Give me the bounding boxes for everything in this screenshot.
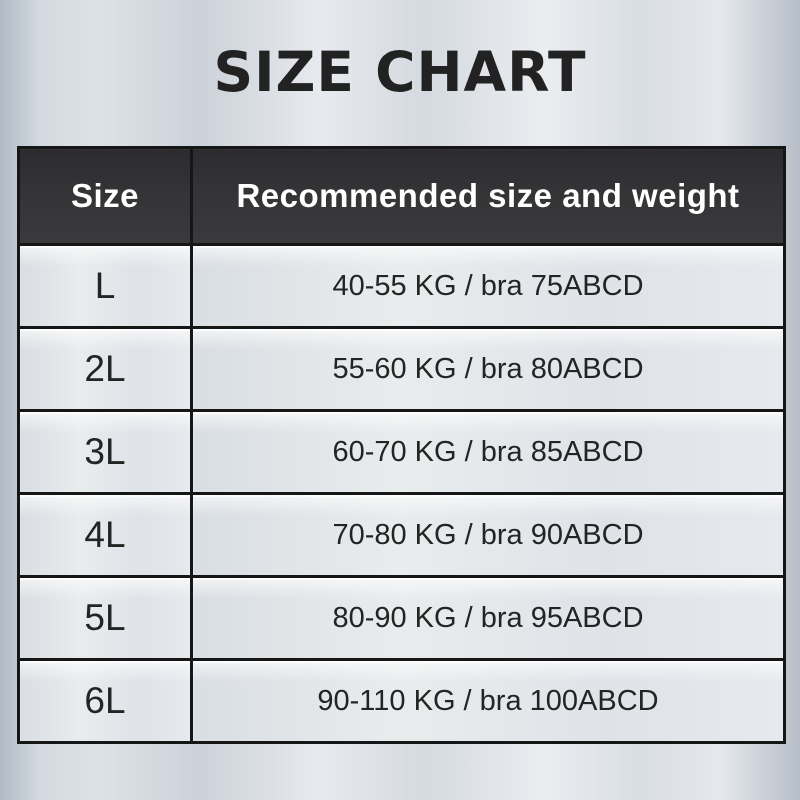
size-cell: 5L — [17, 575, 193, 661]
size-cell: L — [17, 243, 193, 329]
size-cell: 4L — [17, 492, 193, 578]
weight-cell: 60-70 KG / bra 85ABCD — [190, 409, 786, 495]
size-chart-table: Size Recommended size and weight L 40-55 … — [17, 146, 786, 744]
size-cell: 6L — [17, 658, 193, 744]
weight-cell: 55-60 KG / bra 80ABCD — [190, 326, 786, 412]
table-row: 5L 80-90 KG / bra 95ABCD — [17, 575, 786, 661]
column-header-recommendation: Recommended size and weight — [190, 146, 786, 246]
table-row: 2L 55-60 KG / bra 80ABCD — [17, 326, 786, 412]
page-title: SIZE CHART — [213, 40, 587, 104]
size-cell: 2L — [17, 326, 193, 412]
table-header-row: Size Recommended size and weight — [17, 146, 786, 246]
size-cell: 3L — [17, 409, 193, 495]
table-row: 3L 60-70 KG / bra 85ABCD — [17, 409, 786, 495]
weight-cell: 40-55 KG / bra 75ABCD — [190, 243, 786, 329]
table-row: 6L 90-110 KG / bra 100ABCD — [17, 658, 786, 744]
size-table-body: L 40-55 KG / bra 75ABCD 2L 55-60 KG / bra 8… — [17, 243, 786, 744]
table-row: 4L 70-80 KG / bra 90ABCD — [17, 492, 786, 578]
weight-cell: 70-80 KG / bra 90ABCD — [190, 492, 786, 578]
column-header-size: Size — [17, 146, 193, 246]
weight-cell: 90-110 KG / bra 100ABCD — [190, 658, 786, 744]
weight-cell: 80-90 KG / bra 95ABCD — [190, 575, 786, 661]
table-row: L 40-55 KG / bra 75ABCD — [17, 243, 786, 329]
